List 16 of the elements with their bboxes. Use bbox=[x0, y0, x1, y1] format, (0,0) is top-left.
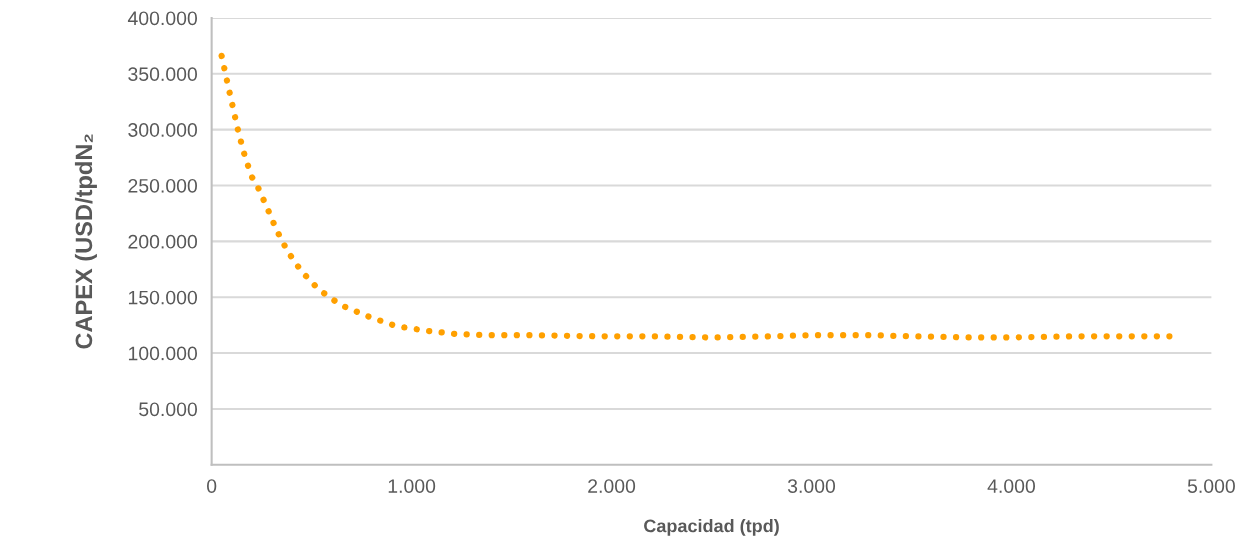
y-axis-title: CAPEX (USD/tpdN₂ bbox=[74, 134, 97, 349]
x-tick-label: 1.000 bbox=[388, 479, 436, 493]
y-tick-label: 200.000 bbox=[128, 234, 198, 249]
x-tick-label: 5.000 bbox=[1187, 479, 1235, 493]
x-tick-label: 2.000 bbox=[588, 479, 636, 493]
y-tick-label: 150.000 bbox=[128, 290, 198, 305]
x-tick-label: 3.000 bbox=[787, 479, 836, 493]
x-tick-label: 0 bbox=[207, 479, 217, 493]
y-tick-label: 400.000 bbox=[127, 11, 198, 26]
y-tick-label: 300.000 bbox=[128, 123, 198, 137]
x-axis-title: Capacidad (tpd) bbox=[644, 519, 779, 536]
y-tick-label: 250.000 bbox=[128, 178, 198, 193]
x-tick-label: 4.000 bbox=[987, 479, 1036, 493]
y-tick-label: 50.000 bbox=[139, 402, 198, 417]
y-tick-label: 100.000 bbox=[128, 346, 198, 361]
y-tick-label: 350.000 bbox=[128, 67, 198, 82]
